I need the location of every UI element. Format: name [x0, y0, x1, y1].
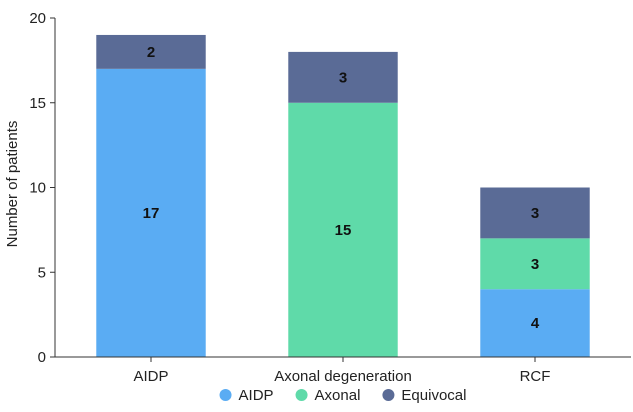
y-tick-label-10: 10	[29, 180, 46, 197]
bar-rcf-equivocal	[480, 187, 590, 239]
legend-marker-aidp	[219, 389, 232, 401]
legend-label-aidp: AIDP	[239, 387, 274, 404]
y-tick-label-15: 15	[29, 95, 46, 112]
legend: AIDP Axonal Equivocal	[219, 387, 466, 404]
legend-item-equivocal: Equivocal	[382, 387, 466, 404]
bar-labels-group: 17 2 15 3 4 3 3	[143, 44, 540, 332]
x-tick-label-axonal-degeneration: Axonal degeneration	[274, 368, 412, 385]
x-tick-label-rcf: RCF	[520, 368, 551, 385]
bar-aidp-equivocal	[96, 34, 206, 69]
bars-group	[96, 34, 590, 357]
data-label-axonal-degeneration-equivocal: 3	[339, 69, 347, 86]
legend-marker-axonal	[295, 389, 308, 401]
legend-label-axonal: Axonal	[315, 387, 361, 404]
bar-axonal-degeneration-equivocal	[288, 51, 398, 103]
bar-axonal-degeneration-axonal	[288, 102, 398, 357]
bar-rcf-axonal	[480, 238, 590, 290]
bar-rcf-aidp	[480, 289, 590, 357]
legend-label-equivocal: Equivocal	[401, 387, 466, 404]
data-label-aidp-equivocal: 2	[147, 44, 155, 61]
axes-group: 0 5 10 15 20 AIDP Axonal degeneration RCF	[29, 10, 631, 385]
data-label-rcf-axonal: 3	[531, 256, 539, 273]
bar-aidp-aidp	[96, 68, 206, 357]
y-tick-label-0: 0	[38, 349, 46, 366]
data-label-rcf-equivocal: 3	[531, 205, 539, 222]
x-tick-label-aidp: AIDP	[133, 368, 168, 385]
legend-item-aidp: AIDP	[219, 387, 274, 404]
data-label-axonal-degeneration-axonal: 15	[335, 222, 352, 239]
y-tick-label-20: 20	[29, 10, 46, 27]
data-label-aidp-aidp: 17	[143, 205, 160, 222]
legend-item-axonal: Axonal	[295, 387, 361, 404]
legend-marker-equivocal	[382, 389, 395, 401]
data-label-rcf-aidp: 4	[531, 315, 540, 332]
y-axis-label: Number of patients	[4, 121, 21, 248]
y-tick-label-5: 5	[38, 264, 46, 281]
